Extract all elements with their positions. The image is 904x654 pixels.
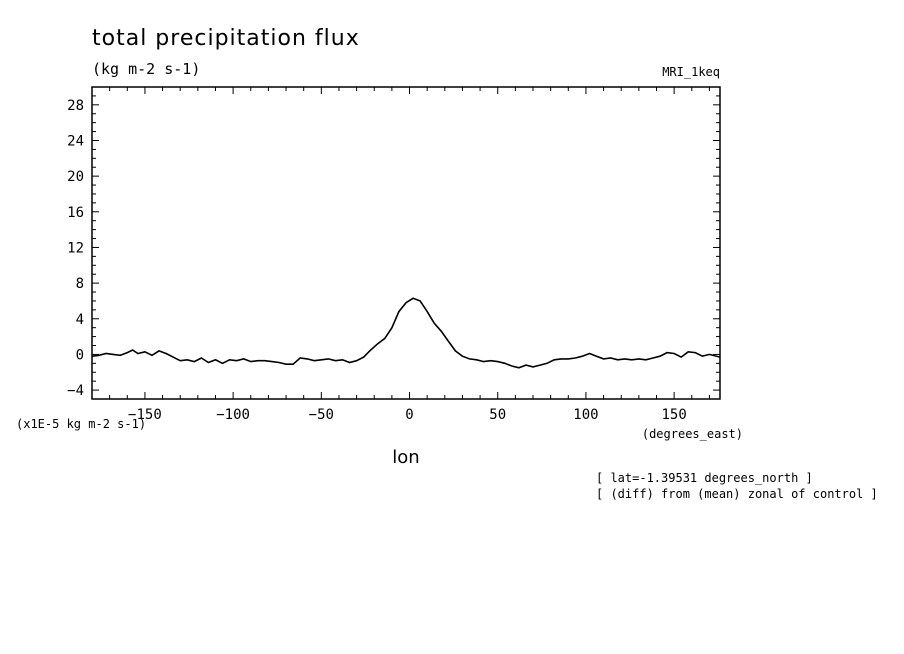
note-diff: [ (diff) from (mean) zonal of control ] (596, 487, 878, 501)
y-tick-label: 12 (67, 240, 84, 256)
y-tick-label: 0 (76, 347, 84, 363)
x-tick-label: 100 (573, 407, 598, 423)
x-axis-label: lon (392, 447, 419, 468)
x-tick-label: 0 (405, 407, 413, 423)
y-units-label: (x1E-5 kg m-2 s-1) (16, 417, 146, 431)
chart-subtitle: (kg m-2 s-1) (92, 60, 200, 78)
x-axis-ticks: −150 −100 −50 0 50 100 150 (91, 87, 710, 423)
y-tick-label: 28 (67, 98, 84, 114)
y-tick-label: −4 (67, 383, 84, 399)
y-tick-label: 20 (67, 169, 84, 185)
x-units-label: (degrees_east) (642, 427, 743, 441)
chart-title: total precipitation flux (92, 26, 360, 51)
x-tick-label: 50 (489, 407, 506, 423)
y-tick-label: 16 (67, 205, 84, 221)
y-tick-label: 24 (67, 133, 84, 149)
y-tick-label: 4 (76, 312, 84, 328)
plot-frame (91, 86, 721, 400)
note-latitude: [ lat=-1.39531 degrees_north ] (596, 471, 813, 485)
y-tick-label: 8 (76, 276, 84, 292)
x-tick-label: −100 (216, 407, 250, 423)
series-line (91, 297, 721, 369)
x-tick-label: 150 (661, 407, 686, 423)
y-axis-ticks: −4 0 4 8 12 16 20 24 28 (67, 86, 720, 400)
dataset-label: MRI_1keq (662, 65, 720, 79)
x-tick-label: −50 (309, 407, 334, 423)
x-tick-label: −150 (128, 407, 162, 423)
